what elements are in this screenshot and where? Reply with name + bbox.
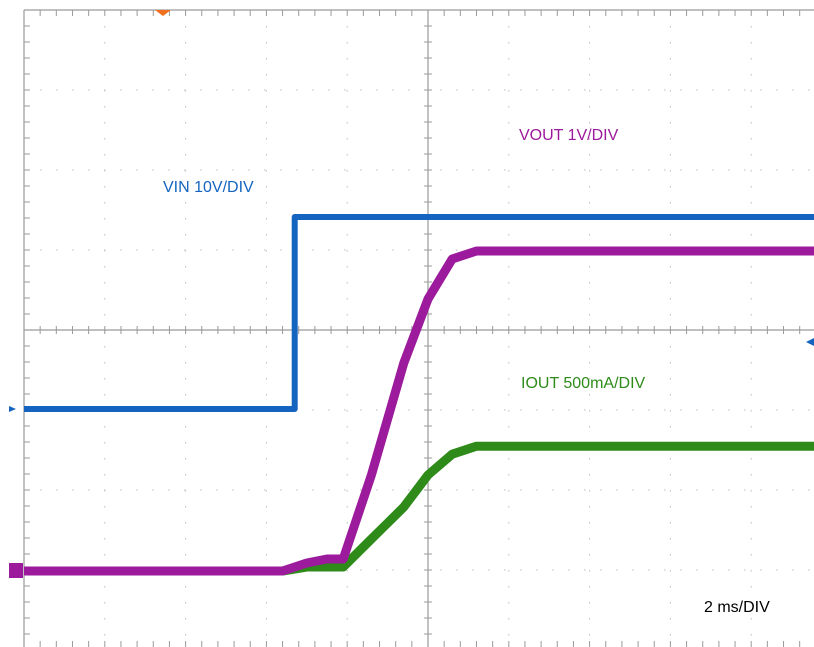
traces bbox=[24, 214, 814, 576]
ch1-ground-marker bbox=[9, 406, 16, 412]
trace-vout bbox=[24, 246, 814, 576]
timebase-label: 2 ms/DIV bbox=[704, 599, 770, 616]
trace-vin bbox=[24, 214, 814, 412]
series-label-iout: IOUT 500mA/DIV bbox=[521, 375, 646, 392]
channel-markers bbox=[9, 10, 814, 578]
series-label-vout: VOUT 1V/DIV bbox=[519, 127, 619, 144]
trigger-position-marker bbox=[155, 10, 171, 16]
ch2-ground-marker bbox=[9, 563, 23, 578]
trace-iout bbox=[24, 441, 814, 576]
series-label-vin: VIN 10V/DIV bbox=[163, 179, 254, 196]
trigger-level-marker bbox=[806, 338, 814, 346]
